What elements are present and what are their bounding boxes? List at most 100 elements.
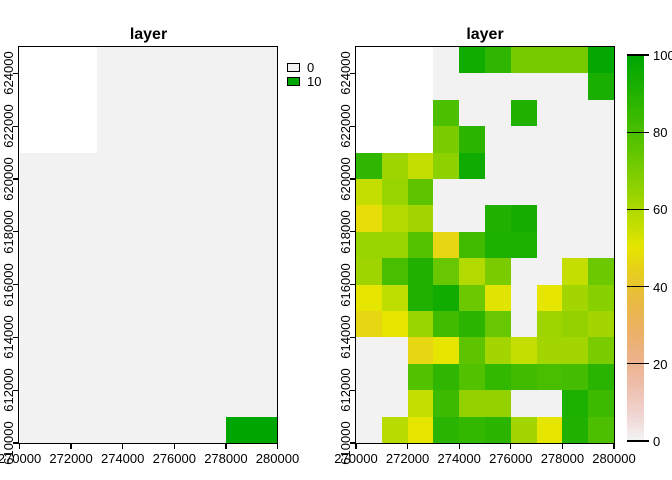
x-axis-tick-label: 276000 bbox=[489, 451, 533, 466]
raster-cell bbox=[174, 258, 201, 286]
raster-cell bbox=[356, 179, 383, 206]
raster-cell bbox=[200, 337, 227, 365]
colorbar-gradient bbox=[627, 359, 644, 365]
raster-cell bbox=[407, 390, 434, 418]
raster-cell bbox=[19, 337, 46, 365]
colorbar-gradient bbox=[627, 282, 644, 288]
colorbar-gradient bbox=[627, 74, 644, 79]
colorbar-gradient bbox=[627, 251, 644, 257]
colorbar-gradient bbox=[627, 85, 644, 91]
raster-cell bbox=[562, 416, 589, 443]
raster-cell bbox=[251, 126, 278, 154]
raster-cell bbox=[251, 99, 278, 127]
y-axis-tick-label: 624000 bbox=[1, 51, 16, 96]
raster-cell bbox=[381, 337, 409, 365]
x-axis-tick-label: 274000 bbox=[100, 451, 145, 466]
raster-cell bbox=[588, 179, 614, 206]
raster-cell bbox=[562, 231, 589, 259]
colorbar-gradient bbox=[627, 375, 644, 380]
raster-cell bbox=[174, 73, 201, 101]
raster-cell bbox=[148, 47, 175, 74]
raster-cell bbox=[433, 47, 460, 74]
raster-cell bbox=[536, 284, 563, 312]
raster-cell bbox=[536, 126, 563, 154]
colorbar-gradient bbox=[627, 437, 644, 442]
colorbar-tick-label: 40 bbox=[653, 279, 668, 295]
x-axis-tick bbox=[70, 444, 72, 449]
raster-cell bbox=[485, 284, 512, 312]
raster-cell bbox=[174, 179, 201, 206]
raster-cell bbox=[536, 337, 563, 365]
colorbar-gradient bbox=[627, 263, 644, 268]
legend-swatch-10 bbox=[287, 76, 300, 86]
raster-cell bbox=[200, 258, 227, 286]
colorbar-gradient bbox=[627, 302, 644, 307]
raster-cell bbox=[45, 363, 72, 391]
raster-cell bbox=[45, 416, 72, 443]
raster-cell bbox=[225, 231, 253, 259]
raster-cell bbox=[45, 152, 72, 180]
raster-cell bbox=[122, 337, 150, 365]
colorbar-gradient bbox=[627, 402, 644, 407]
raster-cell bbox=[356, 205, 383, 233]
y-axis-tick bbox=[13, 72, 18, 75]
raster-cell bbox=[459, 337, 486, 365]
raster-cell bbox=[588, 390, 614, 418]
y-axis-tick bbox=[13, 231, 18, 233]
raster-cell bbox=[485, 205, 512, 233]
raster-cell bbox=[459, 99, 486, 127]
raster-cell bbox=[71, 416, 98, 443]
colorbar-gradient bbox=[627, 298, 644, 303]
colorbar-gradient bbox=[627, 182, 644, 187]
y-axis-tick-label: 624000 bbox=[337, 51, 353, 96]
raster-cell bbox=[45, 205, 72, 233]
raster-cell bbox=[433, 99, 460, 127]
raster-cell bbox=[407, 231, 434, 259]
colorbar-tick-label: 80 bbox=[653, 125, 668, 141]
raster-cell bbox=[536, 416, 563, 443]
colorbar-tick-label: 100 bbox=[653, 48, 672, 63]
raster-cell bbox=[459, 152, 486, 180]
colorbar-gradient bbox=[627, 417, 644, 423]
raster-cell bbox=[45, 179, 72, 206]
raster-cell bbox=[122, 231, 150, 259]
raster-cell bbox=[148, 337, 175, 365]
raster-cell bbox=[588, 416, 614, 443]
raster-cell bbox=[459, 205, 486, 233]
raster-cell bbox=[19, 284, 46, 312]
raster-cell bbox=[45, 311, 72, 338]
colorbar-gradient bbox=[627, 244, 644, 249]
raster-cell bbox=[407, 363, 434, 391]
raster-cell bbox=[433, 284, 460, 312]
raster-cell bbox=[148, 363, 175, 391]
x-axis-tick-label: 272000 bbox=[385, 451, 430, 466]
left-raster-grid bbox=[19, 47, 278, 443]
colorbar-gradient bbox=[627, 132, 644, 137]
raster-cell bbox=[148, 126, 175, 154]
raster-cell bbox=[588, 126, 614, 154]
raster-cell bbox=[174, 152, 201, 180]
x-axis-tick-label: 270000 bbox=[334, 451, 378, 466]
raster-cell bbox=[356, 390, 383, 418]
raster-cell bbox=[71, 179, 98, 206]
raster-cell bbox=[536, 99, 563, 127]
raster-cell bbox=[381, 363, 409, 391]
raster-cell bbox=[433, 152, 460, 180]
raster-cell bbox=[251, 179, 278, 206]
raster-cell bbox=[96, 152, 124, 180]
raster-cell bbox=[174, 337, 201, 365]
colorbar-gradient bbox=[627, 433, 644, 438]
colorbar-gradient bbox=[627, 394, 644, 400]
raster-cell bbox=[588, 284, 614, 312]
colorbar-gradient bbox=[627, 105, 644, 110]
raster-cell bbox=[225, 73, 253, 101]
raster-cell bbox=[122, 363, 150, 391]
raster-cell bbox=[19, 152, 46, 180]
y-axis-tick bbox=[349, 389, 355, 391]
colorbar-tick-label: 0 bbox=[653, 434, 661, 449]
colorbar-gradient bbox=[627, 228, 644, 234]
raster-cell bbox=[407, 284, 434, 312]
raster-cell bbox=[459, 284, 486, 312]
raster-cell bbox=[562, 73, 589, 101]
y-axis-tick bbox=[349, 178, 355, 180]
